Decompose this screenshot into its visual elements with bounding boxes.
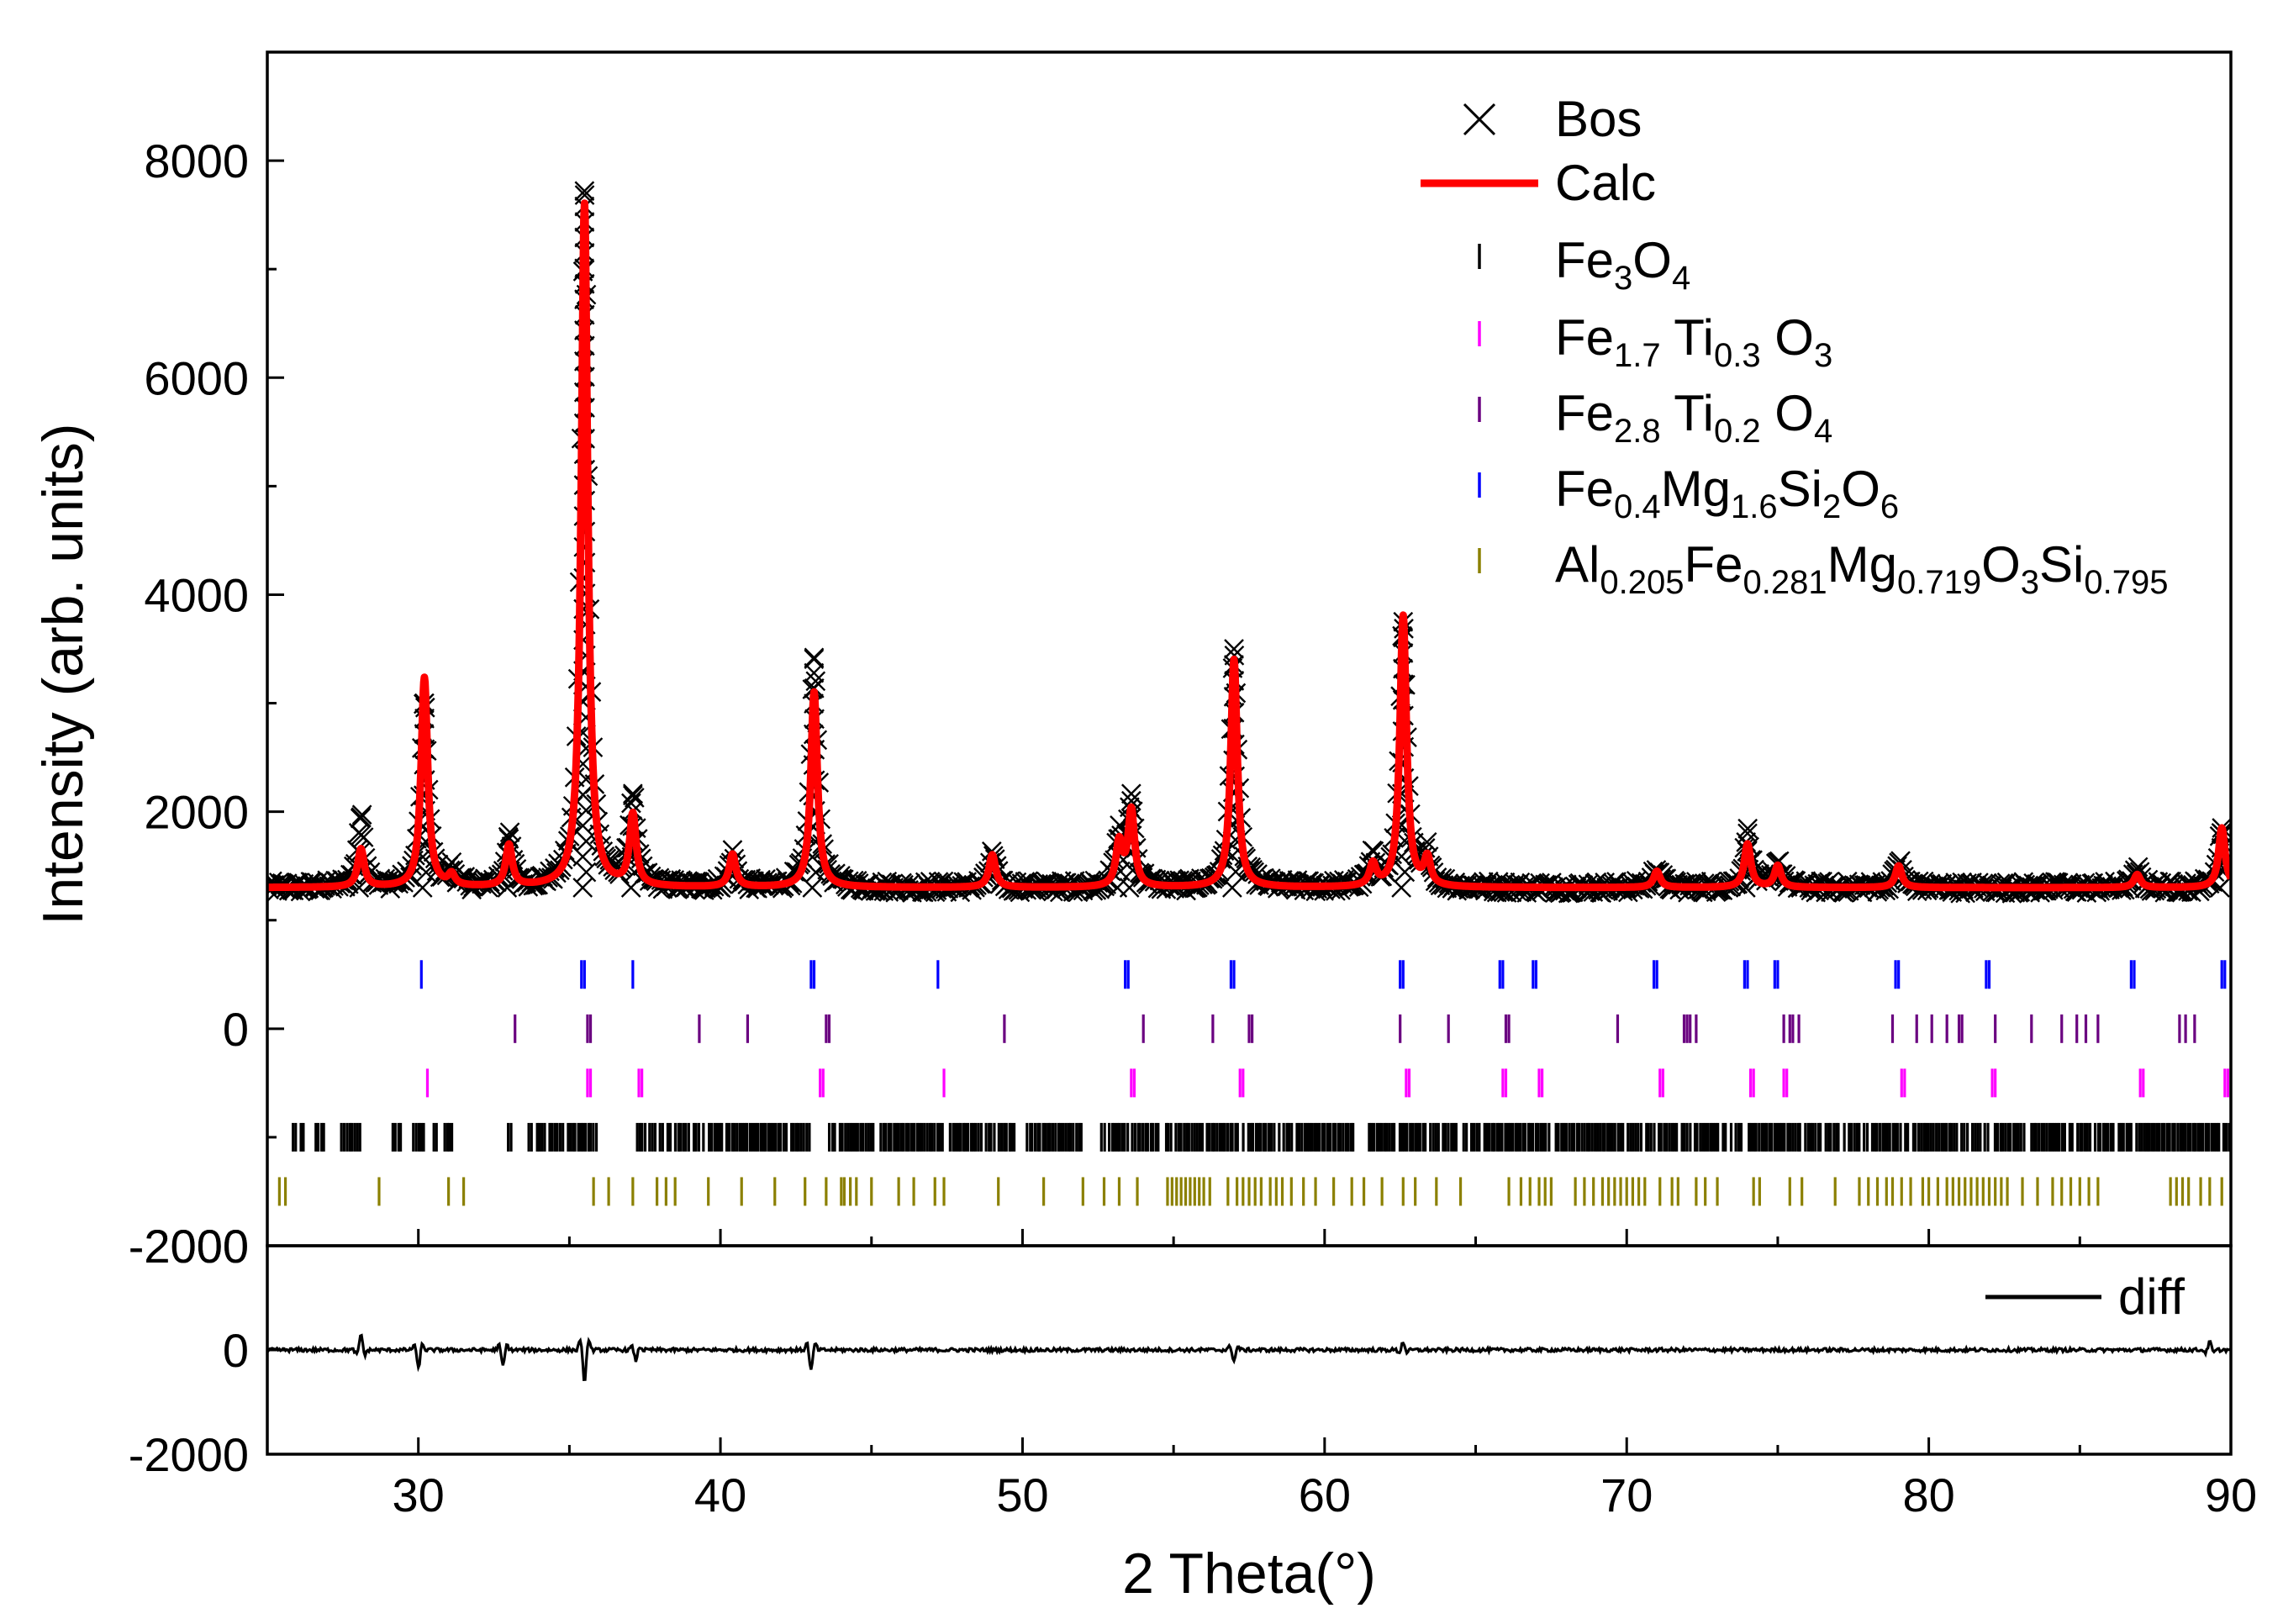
legend-subscript: 2 bbox=[1822, 488, 1841, 525]
legend-text-part: Ti bbox=[1661, 385, 1714, 441]
legend-entry: Fe3O4 bbox=[1479, 232, 1690, 297]
legend-subscript: 3 bbox=[2021, 564, 2039, 601]
y-axis-title: Intensity (arb. units) bbox=[31, 423, 95, 925]
bos-point bbox=[573, 878, 592, 897]
bos-point bbox=[1392, 878, 1410, 897]
bos-point bbox=[573, 847, 592, 866]
bos-point bbox=[577, 863, 595, 882]
legend-entry: Bos bbox=[1464, 91, 1642, 147]
legend-text-part: O bbox=[1841, 461, 1880, 517]
y-tick-label: 6000 bbox=[144, 351, 249, 404]
top-plot bbox=[258, 182, 2238, 1205]
legend-text-part: Mg bbox=[1827, 536, 1897, 593]
top-plot-frame bbox=[267, 52, 2231, 1246]
bos-point bbox=[622, 878, 641, 897]
legend-text-part: Si bbox=[1778, 461, 1822, 517]
top-plot-area bbox=[258, 182, 2238, 1205]
legend-entry: Al0.205Fe0.281Mg0.719O3Si0.795 bbox=[1479, 536, 2168, 601]
bos-point bbox=[351, 808, 370, 826]
reflections-4 bbox=[293, 1123, 2229, 1152]
legend-bos-marker bbox=[1464, 104, 1495, 134]
diff-plot bbox=[267, 1336, 2231, 1380]
reflections-2 bbox=[515, 1015, 2195, 1043]
y-tick-label: 2000 bbox=[144, 786, 249, 839]
legend-label: Fe0.4Mg1.6Si2O6 bbox=[1555, 461, 1899, 525]
diff-legend: diff bbox=[1985, 1268, 2185, 1325]
legend-text-part: Al bbox=[1555, 536, 1600, 593]
legend-text-part: Fe bbox=[1555, 385, 1614, 441]
legend-label: Fe1.7 Ti0.3 O3 bbox=[1555, 309, 1832, 374]
bos-point bbox=[1223, 878, 1242, 897]
x-tick-label: 70 bbox=[1600, 1468, 1653, 1521]
bos-point bbox=[803, 878, 821, 897]
legend-entry: Calc bbox=[1421, 155, 1656, 211]
x-tick-label: 30 bbox=[393, 1468, 445, 1521]
legend-subscript: 0.281 bbox=[1743, 564, 1827, 601]
legend-subscript: 1.7 bbox=[1614, 337, 1661, 374]
legend-text-part: Fe bbox=[1684, 536, 1743, 593]
diff-plot-area bbox=[267, 1336, 2231, 1380]
bos-point bbox=[352, 825, 371, 844]
legend-subscript: 2.8 bbox=[1614, 413, 1661, 450]
y-tick-label: 0 bbox=[223, 1003, 249, 1056]
y-tick-label: 4000 bbox=[144, 568, 249, 621]
bos-point bbox=[1120, 878, 1139, 897]
legend-subscript: 0.205 bbox=[1600, 564, 1684, 601]
legend-subscript: 1.6 bbox=[1731, 488, 1778, 525]
legend-label: Calc bbox=[1555, 155, 1656, 211]
diff-y-tick-label: 0 bbox=[223, 1324, 249, 1377]
legend-text-part: Fe bbox=[1555, 232, 1614, 288]
legend-subscript: 0.719 bbox=[1897, 564, 1981, 601]
legend-subscript: 3 bbox=[1814, 337, 1832, 374]
reflections-5 bbox=[279, 1177, 2222, 1205]
legend-label: Al0.205Fe0.281Mg0.719O3Si0.795 bbox=[1555, 536, 2168, 601]
legend-subscript: 4 bbox=[1672, 260, 1690, 297]
legend-label: Fe3O4 bbox=[1555, 232, 1690, 297]
xrd-chart: 30 40 50 60 70 80 9080006000400020000-20002000… bbox=[0, 0, 2283, 1624]
legend-subscript: 0.795 bbox=[2084, 564, 2168, 601]
x-tick-label: 40 bbox=[694, 1468, 746, 1521]
legend-entry: Fe2.8 Ti0.2 O4 bbox=[1479, 385, 1832, 450]
legend-subscript: 3 bbox=[1614, 260, 1632, 297]
legend-text-part: Fe bbox=[1555, 461, 1614, 517]
legend-text-part: Si bbox=[2039, 536, 2084, 593]
legend-subscript: 0.2 bbox=[1714, 413, 1761, 450]
legend-label: Fe2.8 Ti0.2 O4 bbox=[1555, 385, 1832, 450]
legend-entry: Fe0.4Mg1.6Si2O6 bbox=[1479, 461, 1899, 525]
bos-point bbox=[804, 648, 823, 667]
legend-subscript: 0.3 bbox=[1714, 337, 1761, 374]
legend-subscript: 0.4 bbox=[1614, 488, 1661, 525]
x-tick-label: 80 bbox=[1902, 1468, 1954, 1521]
x-tick-label: 90 bbox=[2205, 1468, 2257, 1521]
series-diff-line bbox=[267, 1336, 2231, 1380]
legend-text-part: O bbox=[1761, 385, 1814, 441]
series-bos bbox=[258, 182, 2238, 903]
legend-diff-label: diff bbox=[2118, 1268, 2185, 1325]
legend-text-part: O bbox=[1981, 536, 2021, 593]
legend-text-part: O bbox=[1632, 232, 1672, 288]
axes: 30 40 50 60 70 80 9080006000400020000-20002000… bbox=[129, 52, 2257, 1521]
x-tick-label: 60 bbox=[1299, 1468, 1351, 1521]
legend-text-part: O bbox=[1761, 309, 1814, 366]
legend-subscript: 4 bbox=[1814, 413, 1832, 450]
x-tick-label: 50 bbox=[996, 1468, 1048, 1521]
diff-y-tick-label: -2000 bbox=[129, 1428, 249, 1481]
series-calc-line bbox=[267, 203, 2231, 888]
y-tick-label: 8000 bbox=[144, 134, 249, 187]
legend-subscript: 6 bbox=[1880, 488, 1899, 525]
bos-point bbox=[414, 878, 432, 897]
legend-text-part: Ti bbox=[1661, 309, 1714, 366]
diff-y-tick-label: 2000 bbox=[144, 1220, 249, 1273]
bos-point bbox=[575, 182, 593, 200]
bos-point bbox=[1738, 820, 1757, 838]
legend-text-part: Mg bbox=[1661, 461, 1731, 517]
legend-label: Bos bbox=[1555, 91, 1642, 147]
legend-text-part: Fe bbox=[1555, 309, 1614, 366]
legend-entry: Fe1.7 Ti0.3 O3 bbox=[1479, 309, 1832, 374]
reflections-3 bbox=[427, 1068, 2228, 1097]
reflections-1 bbox=[421, 960, 2225, 989]
x-axis-title: 2 Theta(°) bbox=[1122, 1542, 1376, 1606]
